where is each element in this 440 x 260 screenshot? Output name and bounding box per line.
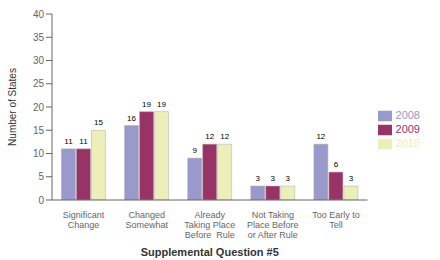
svg-text:12: 12 [205, 132, 214, 141]
svg-text:3: 3 [286, 174, 291, 183]
svg-text:11: 11 [79, 137, 88, 146]
svg-text:40: 40 [33, 9, 45, 20]
html-text:2008: 2008 [395, 108, 420, 121]
svg-text:3: 3 [256, 174, 261, 183]
svg-text:Not TakingPlace Beforeor After: Not TakingPlace Beforeor After Rule [247, 210, 299, 240]
svg-text:10: 10 [33, 148, 45, 159]
svg-text:12: 12 [316, 132, 325, 141]
svg-text:15: 15 [94, 118, 103, 127]
svg-text:20: 20 [33, 102, 45, 113]
svg-text:9: 9 [192, 146, 197, 155]
svg-text:6: 6 [334, 160, 339, 169]
html-text:2010: 2010 [395, 137, 420, 149]
html-text:2009: 2009 [395, 123, 420, 135]
svg-text:35: 35 [33, 32, 45, 43]
svg-text:11: 11 [64, 137, 73, 146]
svg-text:Supplemental Question #5: Supplemental Question #5 [141, 246, 279, 258]
svg-text:5: 5 [38, 171, 44, 182]
svg-text:30: 30 [33, 55, 45, 66]
svg-text:15: 15 [33, 125, 45, 136]
svg-text:SignificantChange: SignificantChange [63, 210, 105, 230]
svg-text:25: 25 [33, 78, 45, 89]
svg-text:19: 19 [142, 100, 151, 109]
svg-text:3: 3 [271, 174, 276, 183]
svg-text:19: 19 [157, 100, 166, 109]
svg-text:3: 3 [349, 174, 354, 183]
svg-text:0: 0 [38, 195, 44, 206]
svg-text:AlreadyTaking PlaceBefore Rul: AlreadyTaking PlaceBefore Rule [184, 210, 235, 240]
svg-text:Too Early toTell: Too Early toTell [312, 210, 360, 230]
svg-text:16: 16 [127, 114, 136, 123]
svg-text:ChangedSomewhat: ChangedSomewhat [125, 210, 168, 230]
svg-text:12: 12 [220, 132, 229, 141]
svg-text:Number of States: Number of States [7, 68, 18, 146]
